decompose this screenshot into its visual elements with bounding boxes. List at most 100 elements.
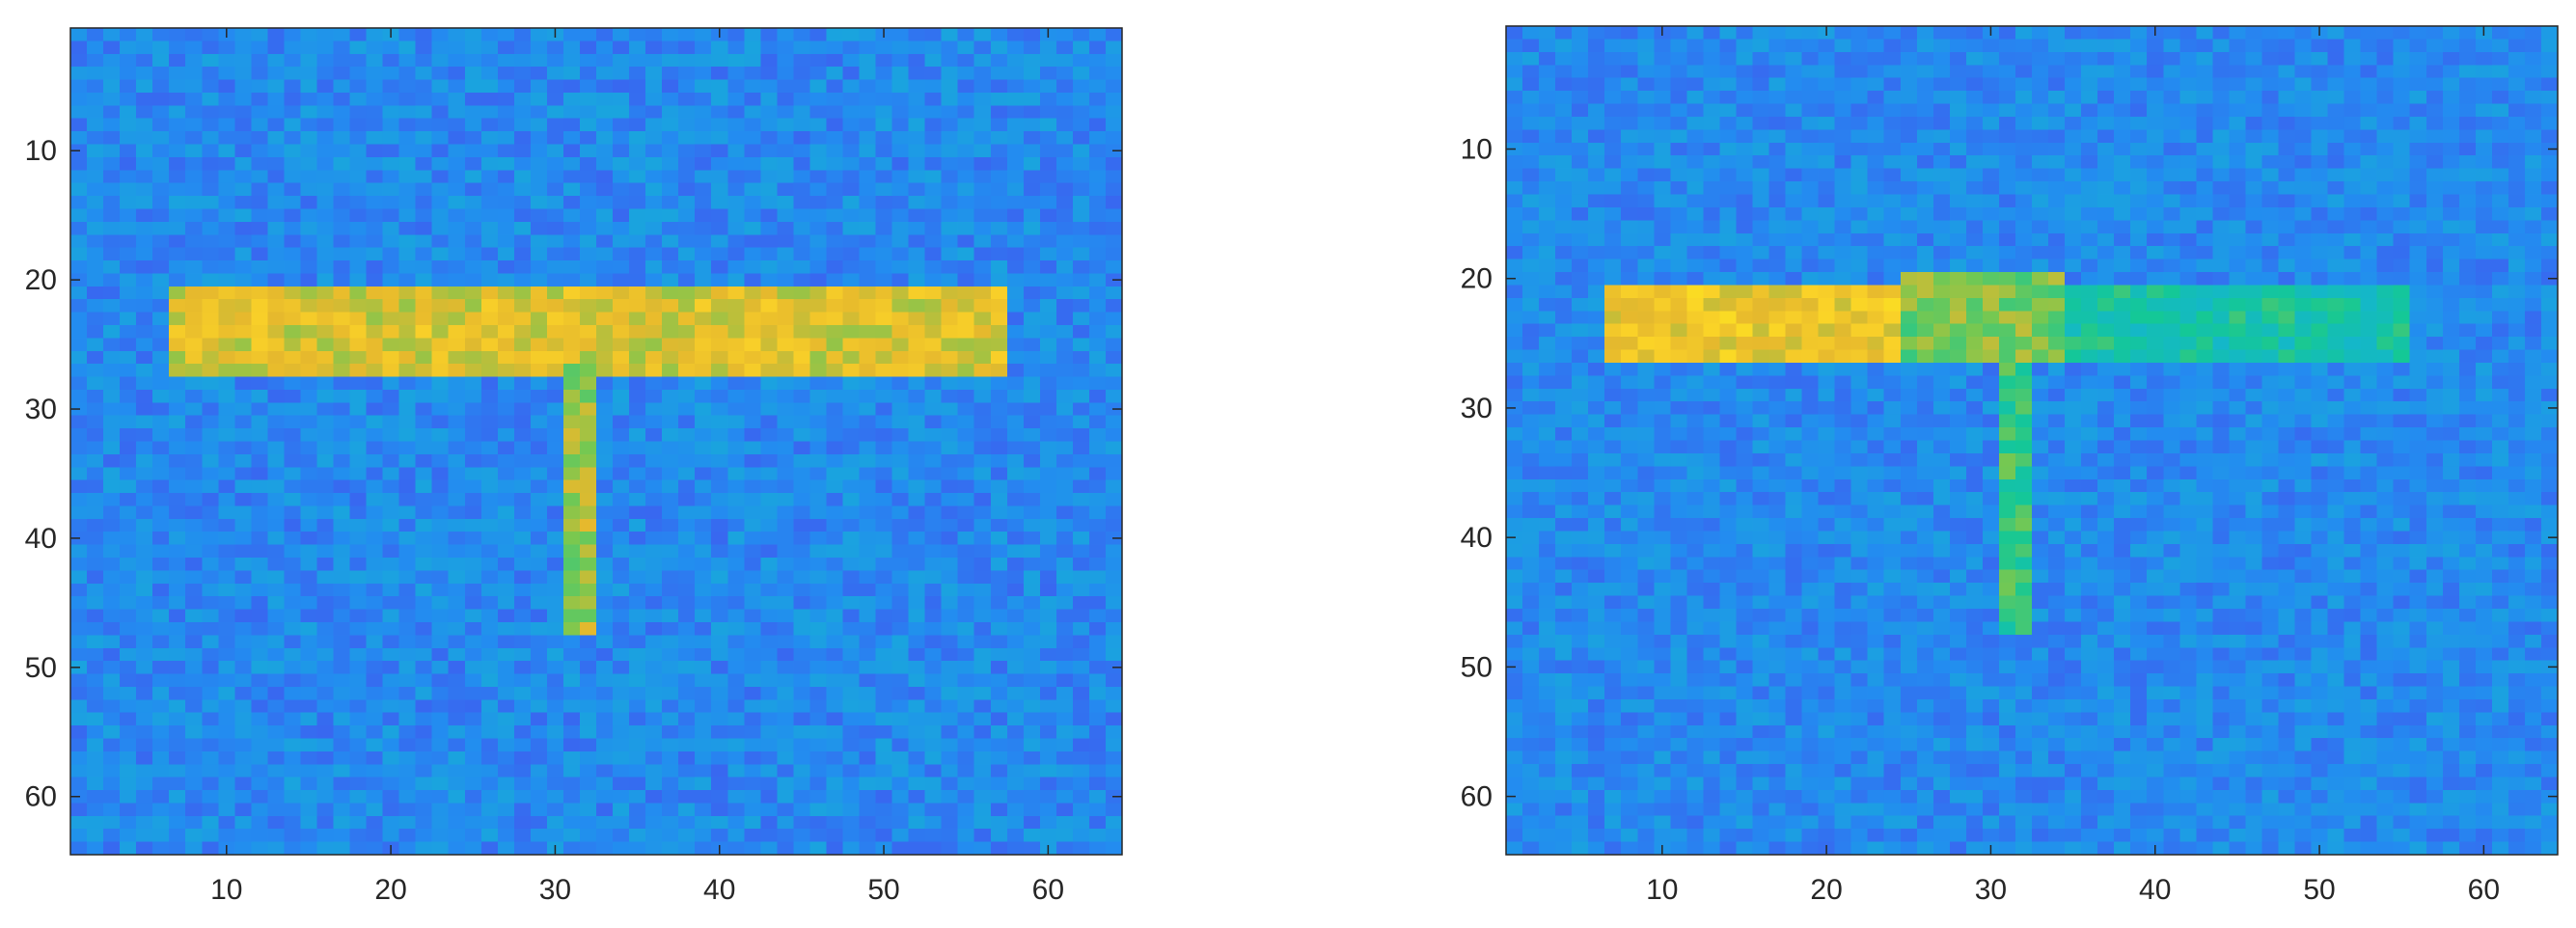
heatmap-cell: [1555, 78, 1573, 92]
heatmap-cell: [596, 454, 614, 468]
heatmap-cell: [514, 377, 532, 391]
heatmap-cell: [760, 480, 778, 494]
heatmap-cell: [218, 803, 235, 816]
heatmap-cell: [514, 390, 532, 403]
heatmap-cell: [383, 829, 400, 842]
heatmap-cell: [367, 570, 384, 584]
heatmap-cell: [580, 234, 597, 248]
heatmap-cell: [383, 377, 400, 391]
heatmap-cell: [711, 54, 728, 68]
heatmap-cell: [547, 93, 564, 106]
heatmap-cell: [498, 313, 515, 326]
heatmap-cell: [120, 93, 137, 106]
heatmap-cell: [316, 377, 334, 391]
heatmap-cell: [662, 751, 679, 765]
heatmap-cell: [267, 532, 285, 545]
heatmap-cell: [267, 248, 285, 261]
heatmap-cell: [284, 390, 301, 403]
heatmap-cell: [909, 196, 926, 209]
heatmap-cell: [399, 725, 417, 739]
heatmap-cell: [1851, 169, 1869, 182]
heatmap-cell: [2261, 39, 2279, 52]
heatmap-cell: [645, 377, 663, 391]
heatmap-cell: [120, 377, 137, 391]
heatmap-cell: [152, 829, 170, 842]
heatmap-cell: [793, 93, 810, 106]
heatmap-cell: [662, 790, 679, 804]
heatmap-cell: [974, 610, 992, 623]
heatmap-cell: [777, 532, 794, 545]
heatmap-cell: [826, 674, 843, 688]
heatmap-cell: [152, 661, 170, 674]
heatmap-cell: [1024, 273, 1041, 287]
heatmap-cell: [120, 505, 137, 519]
heatmap-cell: [2361, 39, 2378, 52]
heatmap-cell: [2163, 129, 2180, 143]
heatmap-cell: [267, 635, 285, 648]
heatmap-cell: [958, 842, 975, 856]
heatmap-cell: [925, 196, 943, 209]
heatmap-cell: [2179, 78, 2197, 92]
heatmap-cell: [514, 442, 532, 455]
heatmap-cell: [826, 687, 843, 700]
heatmap-cell: [152, 842, 170, 856]
heatmap-cell: [202, 674, 219, 688]
heatmap-cell: [744, 222, 761, 235]
heatmap-cell: [1835, 104, 1852, 118]
heatmap-cell: [2426, 169, 2444, 182]
heatmap-cell: [136, 738, 153, 751]
heatmap-cell: [267, 313, 285, 326]
heatmap-cell: [1868, 117, 1885, 130]
heatmap-cell: [416, 41, 433, 54]
heatmap-cell: [925, 764, 943, 778]
heatmap-cell: [251, 273, 268, 287]
heatmap-cell: [876, 287, 893, 300]
heatmap-cell: [563, 661, 581, 674]
heatmap-cell: [974, 131, 992, 145]
heatmap-cell: [826, 338, 843, 351]
heatmap-cell: [267, 584, 285, 597]
heatmap-cell: [1106, 119, 1123, 132]
heatmap-cell: [1024, 299, 1041, 313]
heatmap-cell: [2130, 169, 2148, 182]
heatmap-cell: [596, 416, 614, 429]
heatmap-cell: [136, 222, 153, 235]
heatmap-cell: [695, 635, 712, 648]
heatmap-cell: [218, 816, 235, 830]
heatmap-cell: [1719, 65, 1737, 78]
heatmap-cell: [925, 260, 943, 274]
heatmap-cell: [727, 584, 745, 597]
heatmap-cell: [711, 674, 728, 688]
heatmap-cell: [267, 738, 285, 751]
heatmap-cell: [169, 519, 186, 532]
heatmap-cell: [2196, 104, 2213, 118]
heatmap-cell: [383, 610, 400, 623]
heatmap-cell: [350, 610, 368, 623]
heatmap-cell: [251, 416, 268, 429]
heatmap-cell: [1106, 313, 1123, 326]
heatmap-cell: [1835, 78, 1852, 92]
heatmap-cell: [744, 273, 761, 287]
heatmap-cell: [744, 558, 761, 571]
heatmap-cell: [531, 41, 548, 54]
heatmap-cell: [991, 532, 1008, 545]
heatmap-cell: [596, 313, 614, 326]
heatmap-cell: [350, 454, 368, 468]
heatmap-cell: [465, 196, 482, 209]
heatmap-cell: [2114, 155, 2131, 169]
heatmap-cell: [2476, 52, 2493, 66]
heatmap-cell: [860, 558, 877, 571]
heatmap-cell: [202, 183, 219, 197]
heatmap-cell: [399, 738, 417, 751]
heatmap-cell: [136, 299, 153, 313]
heatmap-cell: [1040, 764, 1057, 778]
heatmap-cell: [152, 196, 170, 209]
heatmap-cell: [334, 145, 351, 158]
heatmap-cell: [1089, 570, 1107, 584]
heatmap-cell: [909, 313, 926, 326]
heatmap-cell: [1007, 248, 1025, 261]
heatmap-cell: [958, 208, 975, 222]
heatmap-cell: [1604, 26, 1622, 40]
heatmap-cell: [514, 493, 532, 506]
heatmap-cell: [760, 93, 778, 106]
